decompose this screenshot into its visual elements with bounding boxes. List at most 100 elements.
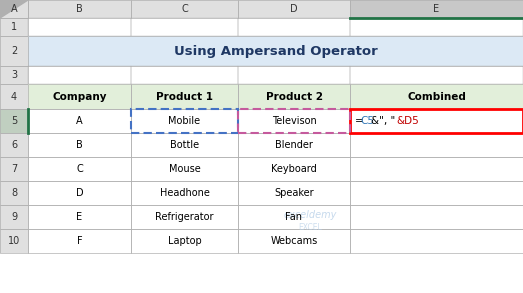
Text: Company: Company	[52, 91, 107, 101]
Bar	[28, 18, 131, 36]
Bar	[131, 0, 238, 18]
Bar	[0, 66, 28, 84]
Bar	[28, 133, 131, 157]
Text: Bottle: Bottle	[170, 140, 199, 150]
Bar	[28, 157, 131, 181]
Bar	[238, 157, 350, 181]
Bar	[238, 109, 350, 133]
Bar	[28, 0, 131, 18]
Bar	[131, 157, 238, 181]
Bar	[350, 66, 523, 84]
Bar	[238, 181, 350, 205]
Bar	[131, 205, 238, 229]
Bar	[0, 157, 28, 181]
Bar	[28, 18, 131, 36]
Bar	[350, 157, 523, 181]
Bar	[28, 109, 131, 133]
Text: 7: 7	[11, 164, 17, 174]
Bar	[238, 205, 350, 229]
Text: exceldemy: exceldemy	[283, 210, 337, 220]
Text: E: E	[434, 4, 439, 14]
Text: Using Ampersand Operator: Using Ampersand Operator	[174, 45, 378, 57]
Text: C5: C5	[360, 116, 374, 126]
Bar	[131, 66, 238, 84]
Bar	[238, 205, 350, 229]
Text: A: A	[76, 116, 83, 126]
Bar	[350, 109, 523, 133]
Bar	[0, 205, 28, 229]
Text: Webcams: Webcams	[270, 236, 317, 246]
Text: Refrigerator: Refrigerator	[155, 212, 214, 222]
Bar	[28, 84, 131, 109]
Bar	[0, 66, 28, 84]
Bar	[28, 229, 131, 253]
Bar	[28, 66, 131, 84]
Text: =: =	[355, 116, 364, 126]
Bar	[131, 181, 238, 205]
Text: 10: 10	[8, 236, 20, 246]
Bar	[0, 36, 28, 66]
Bar	[131, 66, 238, 84]
Bar	[0, 18, 28, 36]
Text: Televison: Televison	[271, 116, 316, 126]
Text: 6: 6	[11, 140, 17, 150]
Text: Mobile: Mobile	[168, 116, 200, 126]
Bar	[238, 84, 350, 109]
Bar	[131, 84, 238, 109]
Bar	[28, 205, 131, 229]
Text: Combined: Combined	[407, 91, 466, 101]
Bar	[0, 84, 28, 109]
Bar	[350, 133, 523, 157]
Bar	[350, 18, 523, 36]
Bar	[131, 229, 238, 253]
Bar	[350, 84, 523, 109]
Text: Laptop: Laptop	[168, 236, 201, 246]
Bar	[28, 66, 131, 84]
Bar	[238, 0, 350, 18]
Text: F: F	[77, 236, 82, 246]
Bar	[238, 157, 350, 181]
Bar	[238, 0, 350, 18]
Bar	[0, 229, 28, 253]
Text: EXCEL: EXCEL	[298, 224, 322, 233]
Bar	[350, 66, 523, 84]
Bar	[0, 0, 28, 18]
Text: 8: 8	[11, 188, 17, 198]
Text: 9: 9	[11, 212, 17, 222]
Bar	[350, 133, 523, 157]
Bar	[238, 109, 350, 133]
Bar	[0, 205, 28, 229]
Text: Blender: Blender	[275, 140, 313, 150]
Bar	[131, 18, 238, 36]
Bar	[350, 157, 523, 181]
Bar	[28, 109, 131, 133]
Text: 1: 1	[11, 22, 17, 32]
Bar	[0, 0, 28, 18]
Bar	[131, 109, 238, 133]
Text: D: D	[290, 4, 298, 14]
Bar	[350, 229, 523, 253]
Text: C: C	[181, 4, 188, 14]
Text: A: A	[10, 4, 17, 14]
Text: B: B	[76, 140, 83, 150]
Bar	[131, 109, 238, 133]
Text: 3: 3	[11, 70, 17, 80]
Bar	[28, 229, 131, 253]
Bar	[131, 157, 238, 181]
Text: D: D	[76, 188, 83, 198]
Bar	[131, 18, 238, 36]
Bar	[0, 181, 28, 205]
Bar	[238, 84, 350, 109]
Bar	[350, 0, 523, 18]
Bar	[131, 205, 238, 229]
Bar	[28, 181, 131, 205]
Text: &", ": &", "	[371, 116, 395, 126]
Text: Mouse: Mouse	[168, 164, 200, 174]
Text: Speaker: Speaker	[274, 188, 314, 198]
Bar	[238, 229, 350, 253]
Bar	[0, 0, 28, 18]
Bar	[28, 133, 131, 157]
Bar	[238, 133, 350, 157]
Bar	[350, 205, 523, 229]
Bar	[350, 18, 523, 36]
